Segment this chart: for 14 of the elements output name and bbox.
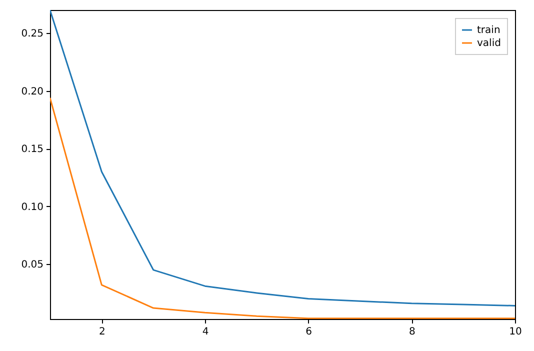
y-tick-label: 0.25 (21, 28, 44, 40)
y-tick-label: 0.05 (21, 260, 44, 271)
legend-label: valid (477, 38, 501, 49)
x-tick-label: 4 (202, 326, 209, 338)
legend-label: train (477, 25, 500, 36)
x-tick-label: 2 (98, 326, 106, 338)
y-tick-label: 0.10 (21, 202, 44, 213)
x-tick-label: 10 (509, 326, 522, 338)
line-series (50, 97, 515, 319)
x-tick-label: 8 (408, 326, 416, 338)
y-tick-label: 0.20 (21, 86, 44, 98)
line-series (50, 10, 515, 306)
x-tick-label: 6 (306, 326, 312, 338)
y-tick-label: 0.15 (21, 144, 44, 156)
